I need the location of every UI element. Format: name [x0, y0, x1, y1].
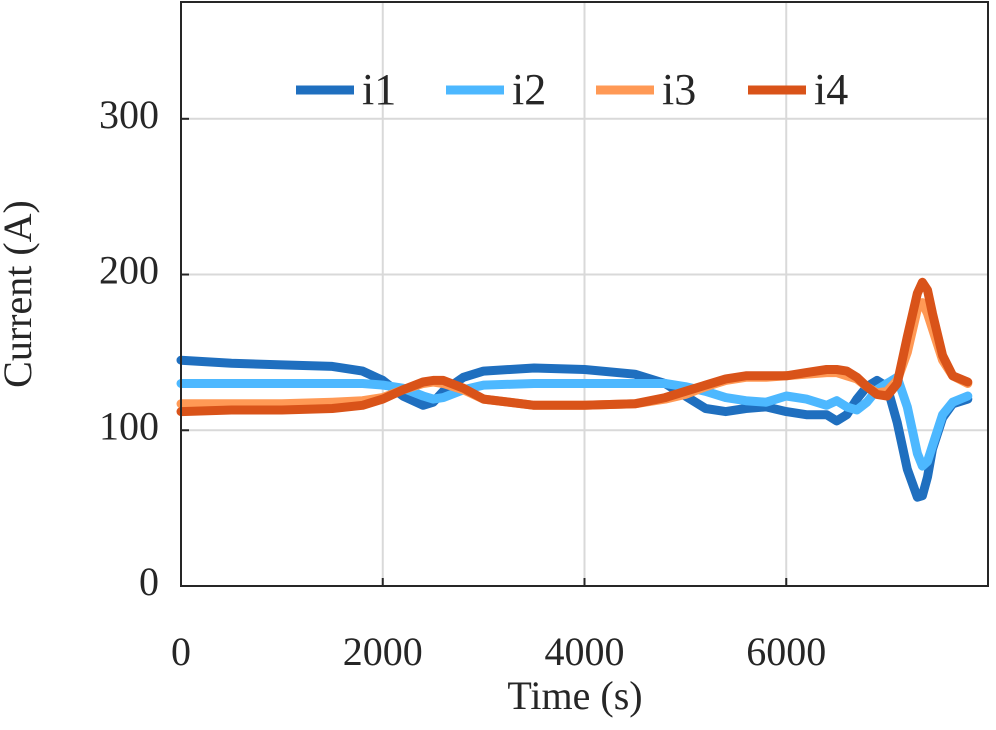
y-tick-label: 0	[139, 559, 159, 604]
lines	[176, 277, 973, 502]
legend-label: i3	[662, 65, 696, 114]
series-line	[176, 355, 973, 502]
x-tick-label: 2000	[343, 629, 423, 674]
legend-label: i4	[814, 65, 848, 114]
series-line	[176, 298, 973, 410]
x-axis-label: Time (s)	[507, 673, 642, 718]
legend: i1 i2 i3 i4	[296, 65, 848, 114]
legend-label: i1	[362, 65, 396, 114]
x-tick-label: 0	[171, 629, 191, 674]
x-tick-label: 6000	[746, 629, 826, 674]
y-tick-label: 200	[99, 248, 159, 293]
series-line	[176, 372, 973, 471]
series-line	[176, 277, 973, 417]
axes-box	[180, 1, 989, 587]
legend-label: i2	[512, 65, 546, 114]
y-tick-label: 100	[99, 403, 159, 448]
x-tick-label: 4000	[545, 629, 625, 674]
y-axis-label: Current (A)	[0, 200, 40, 388]
y-tick-label: 300	[99, 92, 159, 137]
labels: 0 100 200 300 0 2000 4000 6000	[99, 92, 826, 674]
